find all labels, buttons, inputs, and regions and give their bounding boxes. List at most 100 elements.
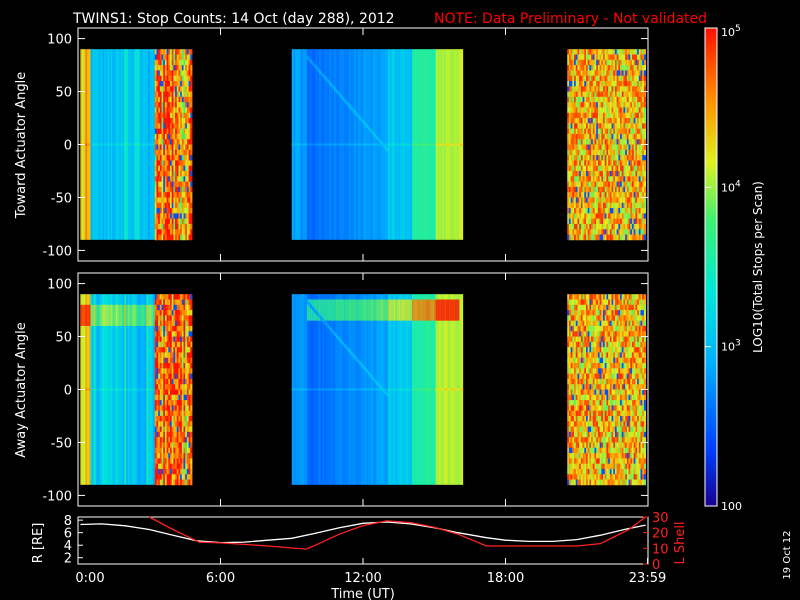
- heatmap-cell: [183, 463, 186, 470]
- heatmap-cell: [164, 431, 168, 438]
- heatmap-cell: [158, 394, 161, 401]
- heatmap-cell: [173, 170, 176, 177]
- heatmap-cell: [164, 75, 168, 82]
- heatmap-cell: [579, 176, 582, 182]
- heatmap-arc: [349, 104, 352, 109]
- heatmap-cell: [637, 181, 640, 188]
- heatmap-cell: [592, 128, 595, 135]
- heatmap-cell: [584, 165, 587, 172]
- y-tick-label: -100: [42, 244, 72, 259]
- heatmap-cell: [603, 352, 606, 359]
- heatmap-cell: [175, 65, 178, 71]
- heatmap-cell: [594, 160, 597, 167]
- heatmap-cell: [594, 192, 597, 198]
- heatmap-cell: [589, 176, 592, 182]
- heatmap-cell: [616, 107, 619, 114]
- heatmap-cell: [166, 96, 169, 103]
- heatmap-cell: [594, 426, 597, 433]
- heatmap-cell: [597, 294, 601, 300]
- heatmap-cell: [567, 208, 570, 214]
- heatmap-cell: [608, 181, 611, 188]
- heatmap-cell: [603, 192, 606, 198]
- heatmap-cell: [572, 294, 575, 300]
- heatmap-cell: [575, 405, 578, 412]
- heatmap-arc: [349, 349, 352, 354]
- heatmap-cell: [171, 155, 174, 161]
- heatmap-cell: [178, 170, 181, 177]
- heatmap-cell: [154, 347, 157, 353]
- heatmap-cell: [584, 479, 587, 486]
- heatmap-cell: [163, 394, 166, 401]
- heatmap-cell: [181, 165, 184, 172]
- heatmap-cell: [173, 400, 176, 406]
- heatmap-zero-line: [132, 143, 135, 146]
- heatmap-cell: [159, 70, 162, 77]
- heatmap-cell: [621, 218, 624, 225]
- heatmap-cell: [175, 347, 178, 353]
- heatmap-cell: [188, 299, 191, 306]
- heatmap-cell: [163, 112, 166, 119]
- heatmap-cell: [601, 59, 604, 66]
- heatmap-cell: [604, 192, 607, 198]
- heatmap-cell: [580, 468, 583, 475]
- heatmap-cell: [643, 86, 647, 92]
- heatmap-cell: [190, 218, 193, 225]
- heatmap-cell: [585, 102, 589, 108]
- heatmap-cell: [156, 421, 159, 427]
- heatmap-cell: [163, 229, 166, 235]
- heatmap-cell: [592, 86, 595, 92]
- heatmap-cell: [156, 431, 159, 438]
- heatmap-cell: [596, 181, 599, 188]
- heatmap-cell: [173, 202, 176, 209]
- heatmap-cell: [580, 384, 583, 390]
- heatmap-cell: [623, 75, 626, 82]
- heatmap-band: [354, 299, 357, 321]
- heatmap-zero-line: [374, 388, 377, 391]
- heatmap-cell: [579, 341, 582, 348]
- heatmap-cell: [591, 181, 594, 188]
- heatmap-cell: [171, 59, 174, 66]
- heatmap-band: [310, 299, 313, 321]
- heatmap-cell: [183, 165, 186, 172]
- heatmap-cell: [173, 310, 176, 316]
- heatmap-cell: [161, 202, 164, 209]
- heatmap-cell: [163, 59, 166, 66]
- heatmap-cell: [570, 331, 573, 337]
- heatmap-cell: [567, 165, 570, 172]
- heatmap-cell: [596, 447, 599, 454]
- heatmap-cell: [596, 426, 599, 433]
- heatmap-cell: [584, 331, 587, 337]
- heatmap-band: [342, 299, 345, 321]
- heatmap-zero-line: [110, 388, 113, 391]
- heatmap-cell: [580, 176, 583, 182]
- heatmap-cell: [567, 112, 570, 119]
- heatmap-cell: [166, 155, 169, 161]
- heatmap-cell: [190, 49, 193, 55]
- heatmap-cell: [618, 176, 621, 182]
- heatmap-cell: [154, 112, 157, 119]
- heatmap-cell: [577, 155, 580, 161]
- heatmap-cell: [631, 96, 635, 103]
- heatmap-cell: [604, 181, 607, 188]
- heatmap-band: [323, 299, 327, 321]
- heatmap-cell: [577, 325, 580, 332]
- heatmap-arc: [354, 355, 357, 360]
- heatmap-cell: [608, 294, 611, 300]
- heatmap-cell: [568, 208, 572, 214]
- heatmap-cell: [584, 320, 587, 327]
- heatmap-cell: [154, 458, 157, 465]
- heatmap-cell: [156, 49, 159, 55]
- heatmap-cell: [175, 202, 178, 209]
- heatmap-cell: [582, 447, 585, 454]
- heatmap-cell: [159, 479, 162, 486]
- heatmap-cell: [176, 234, 179, 241]
- heatmap-cell: [577, 341, 580, 348]
- heatmap-cell: [158, 341, 161, 348]
- heatmap-cell: [188, 133, 191, 140]
- heatmap-cell: [635, 144, 638, 151]
- heatmap-cell: [585, 357, 589, 364]
- heatmap-cell: [616, 54, 619, 61]
- heatmap-cell: [628, 160, 631, 167]
- heatmap-zero-line: [100, 388, 103, 391]
- heatmap-cell: [638, 86, 641, 92]
